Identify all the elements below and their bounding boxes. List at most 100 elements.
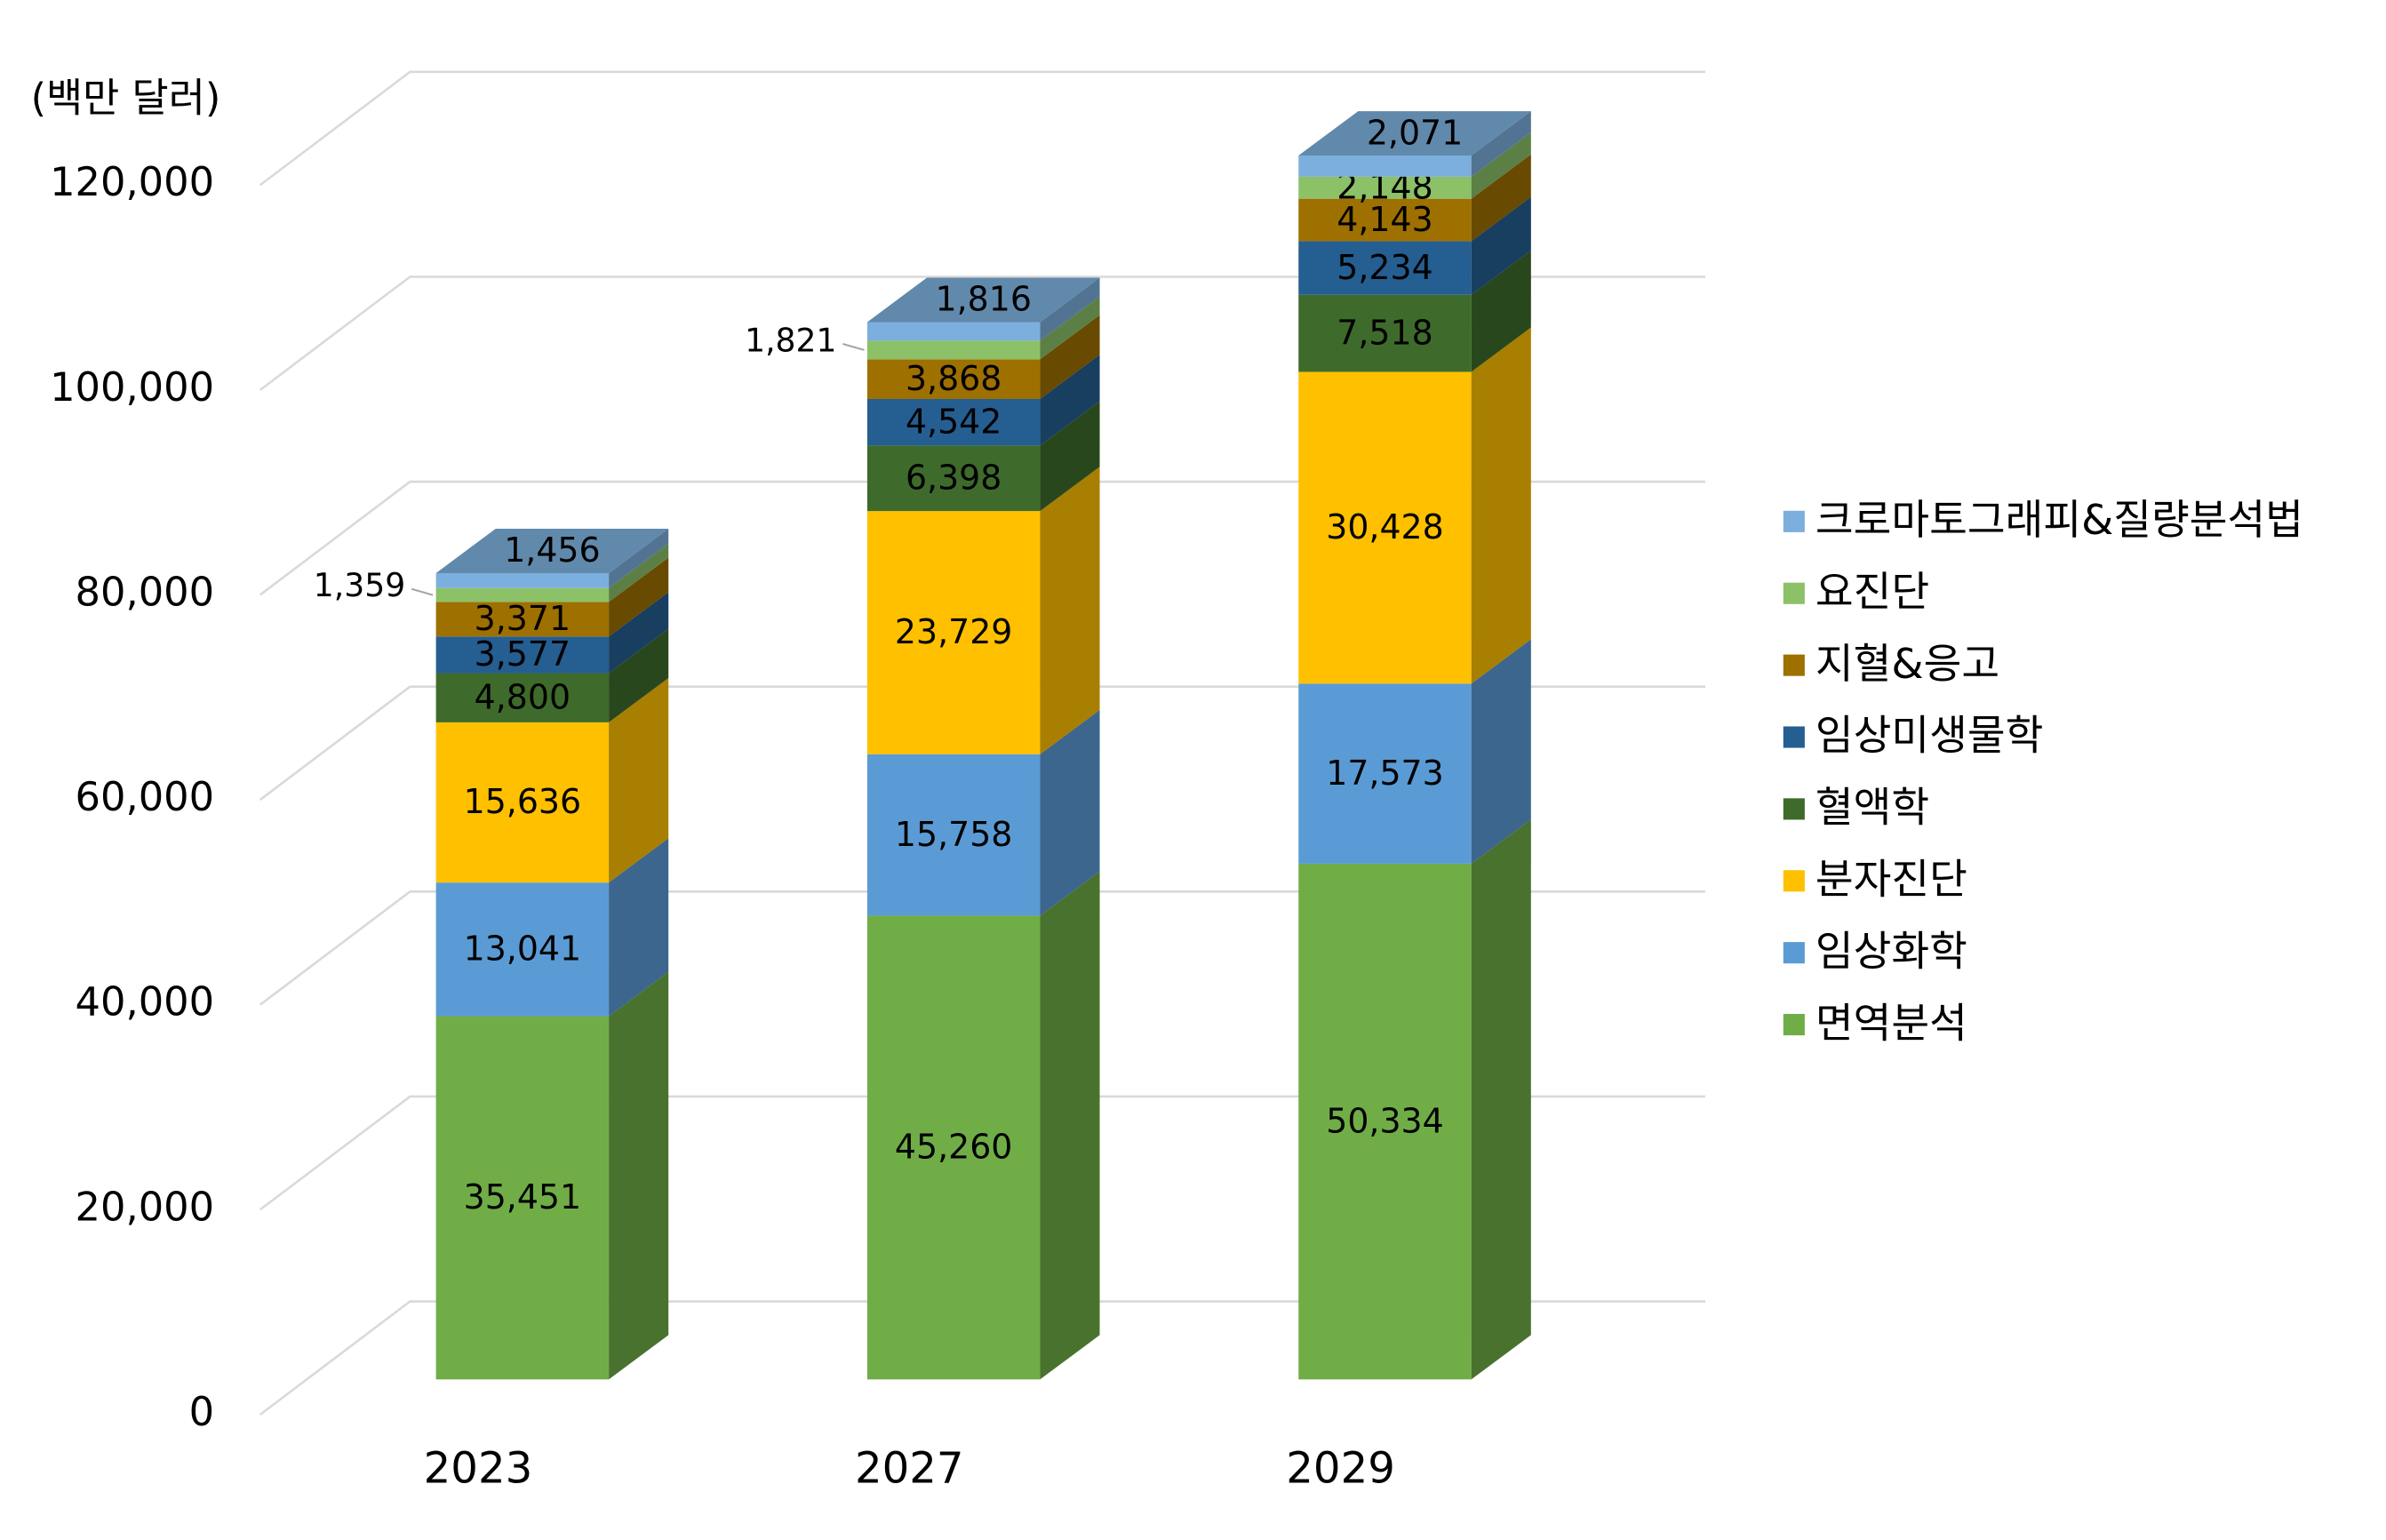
bar-top: [435, 529, 669, 573]
bar-side: [609, 543, 669, 602]
bar-side: [609, 557, 669, 637]
legend-swatch: [1783, 726, 1805, 748]
value-label: 23,729: [895, 612, 1012, 651]
value-label: 2,071: [1367, 113, 1463, 152]
value-label: 1,359: [314, 566, 405, 604]
grid-line: [259, 1300, 1706, 1416]
bar-side: [1040, 277, 1100, 341]
bar-segment: [435, 1016, 610, 1380]
value-label: 4,143: [1337, 200, 1432, 239]
value-label: 3,577: [475, 634, 571, 674]
bar-side: [1040, 296, 1100, 360]
bar-segment: [435, 882, 610, 1017]
value-label: 30,428: [1326, 507, 1443, 547]
legend-swatch: [1783, 870, 1805, 892]
bar-segment: [1298, 863, 1472, 1380]
bar-segment: [435, 602, 610, 637]
grid-line: [259, 480, 1706, 596]
bar-side: [609, 677, 669, 883]
value-label: 35,451: [464, 1177, 581, 1217]
bar-side: [1471, 327, 1531, 684]
y-axis-label: (백만 달러): [31, 75, 221, 122]
bar-segment: [435, 587, 610, 602]
bar-segment: [866, 754, 1041, 916]
bar-top: [1298, 111, 1531, 156]
value-label: 50,334: [1326, 1101, 1443, 1140]
bar-side: [609, 838, 669, 1017]
grid-line: [259, 70, 1706, 187]
bar-segment: [1298, 156, 1472, 177]
y-tick-label: 40,000: [76, 978, 215, 1025]
grid-line: [259, 275, 1706, 391]
bar-segment: [866, 340, 1041, 360]
value-label: 4,800: [475, 677, 571, 716]
legend-swatch: [1783, 654, 1805, 676]
legend-swatch: [1783, 582, 1805, 604]
legend-label: 혈액학: [1815, 784, 1929, 832]
bar-side: [609, 628, 669, 722]
bar-top: [866, 277, 1100, 323]
grid-line: [259, 890, 1706, 1006]
value-label: 15,758: [895, 815, 1012, 854]
bar-segment: [435, 572, 610, 588]
bar-segment: [1298, 176, 1472, 199]
legend-label: 분자진단: [1815, 855, 1967, 903]
value-label: 1,816: [936, 280, 1032, 319]
bar-side: [1471, 639, 1531, 864]
bar-segment: [435, 673, 610, 722]
grid-line: [259, 1095, 1706, 1211]
y-tick-label: 120,000: [50, 158, 214, 205]
bar-segment: [866, 398, 1041, 446]
legend-label: 지혈&응고: [1815, 640, 1999, 688]
bar-segment: [866, 359, 1041, 399]
bar-segment: [1298, 683, 1472, 864]
legend-swatch: [1783, 798, 1805, 820]
grid-line: [259, 685, 1706, 802]
value-label: 13,041: [464, 930, 581, 969]
bar-side: [1471, 154, 1531, 242]
value-label: 45,260: [895, 1128, 1012, 1167]
bar-segment: [1298, 241, 1472, 295]
leader-line: [842, 343, 865, 351]
legend-swatch: [1783, 1013, 1805, 1036]
bar-segment: [435, 722, 610, 883]
x-tick-label: 2023: [424, 1444, 533, 1494]
bar-side: [609, 971, 669, 1380]
y-tick-label: 80,000: [76, 568, 215, 615]
legend-swatch: [1783, 942, 1805, 964]
y-tick-label: 20,000: [76, 1183, 215, 1230]
bar-side: [609, 529, 669, 588]
bar-side: [1471, 132, 1531, 199]
legend-label: 크로마토그래피&질량분석법: [1815, 496, 2303, 544]
value-label: 1,821: [745, 321, 836, 359]
x-tick-label: 2029: [1286, 1444, 1395, 1494]
value-label: 3,371: [475, 599, 571, 638]
legend-label: 임상미생물학: [1815, 712, 2043, 760]
value-label: 5,234: [1337, 248, 1432, 287]
legend-label: 면역분석: [1815, 999, 1967, 1047]
bar-segment: [1298, 294, 1472, 372]
value-label: 7,518: [1337, 313, 1432, 352]
value-label: 17,573: [1326, 754, 1443, 793]
y-tick-label: 60,000: [76, 773, 215, 820]
bar-side: [1040, 709, 1100, 916]
x-tick-label: 2027: [855, 1444, 964, 1494]
legend-label: 임상화학: [1815, 927, 1967, 975]
value-label: 6,398: [906, 458, 1001, 497]
bar-side: [1471, 819, 1531, 1380]
legend-swatch: [1783, 510, 1805, 532]
bar-side: [1040, 355, 1100, 446]
bar-segment: [866, 322, 1041, 341]
bar-side: [609, 592, 669, 674]
bar-side: [1040, 401, 1100, 512]
bar-side: [1040, 467, 1100, 754]
bar-segment: [866, 915, 1041, 1380]
value-label: 4,542: [906, 402, 1001, 441]
bar-segment: [866, 511, 1041, 754]
legend-label: 요진단: [1815, 568, 1929, 616]
value-label: 3,868: [906, 359, 1001, 398]
bar-segment: [866, 445, 1041, 512]
bar-side: [1471, 111, 1531, 177]
